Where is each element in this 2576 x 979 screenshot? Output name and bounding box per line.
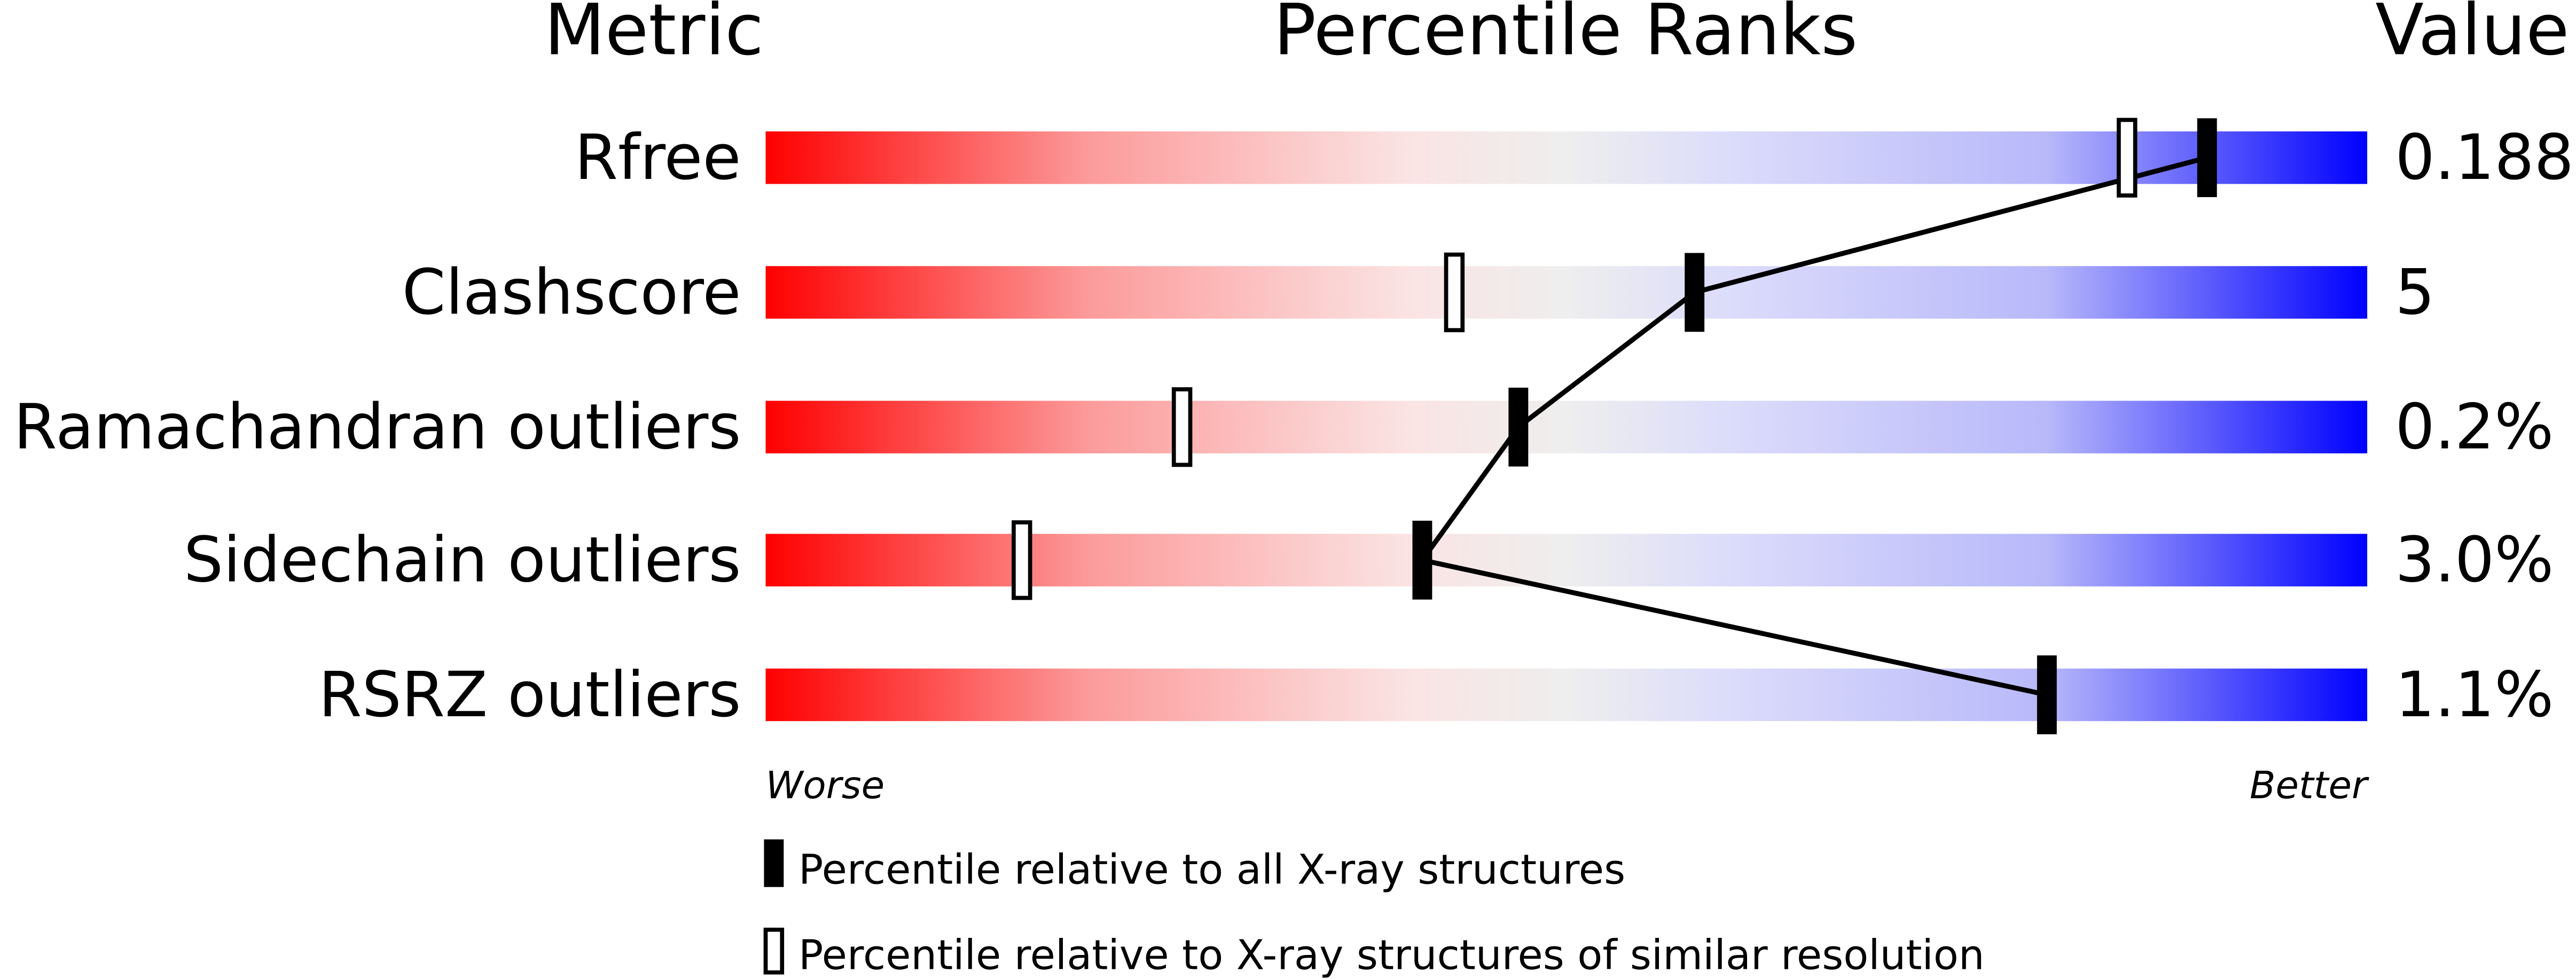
- percentile-bar: [765, 668, 2368, 722]
- axis-label-better: Better: [2250, 763, 2369, 808]
- legend-all-label: Percentile relative to all X-ray structu…: [798, 847, 1625, 894]
- percentile-bar: [765, 401, 2368, 453]
- legend-similar-label: Percentile relative to X-ray structures …: [798, 932, 1985, 979]
- metric-label: Clashscore: [402, 256, 741, 328]
- percentile-bar: [765, 131, 2368, 184]
- metric-value: 0.2%: [2395, 391, 2554, 464]
- marker-all-structures: [2037, 655, 2057, 734]
- metric-label: RSRZ outliers: [318, 659, 741, 731]
- header-value: Value: [2375, 0, 2569, 71]
- percentile-bar: [765, 534, 2368, 586]
- marker-similar-resolution: [1444, 252, 1465, 333]
- percentile-bar: [765, 266, 2368, 319]
- marker-all-structures: [1508, 387, 1529, 467]
- metric-value: 1.1%: [2395, 659, 2554, 731]
- metric-label: Ramachandran outliers: [13, 391, 741, 464]
- header-metric: Metric: [544, 0, 764, 71]
- marker-all-structures: [1412, 520, 1432, 600]
- marker-similar-resolution: [1171, 387, 1193, 467]
- metric-label: Rfree: [575, 121, 741, 194]
- legend-open-marker-icon: [763, 927, 785, 975]
- metric-value: 3.0%: [2395, 524, 2554, 597]
- metric-value: 0.188: [2395, 121, 2574, 194]
- header-percentile-ranks: Percentile Ranks: [1273, 0, 1858, 71]
- marker-similar-resolution: [1012, 520, 1032, 600]
- axis-label-worse: Worse: [765, 763, 884, 808]
- marker-similar-resolution: [2117, 118, 2137, 198]
- legend-filled-marker-icon: [764, 839, 784, 887]
- marker-all-structures: [1685, 253, 1705, 332]
- metric-value: 5: [2395, 256, 2434, 328]
- marker-all-structures: [2197, 118, 2217, 198]
- metric-label: Sidechain outliers: [184, 524, 741, 597]
